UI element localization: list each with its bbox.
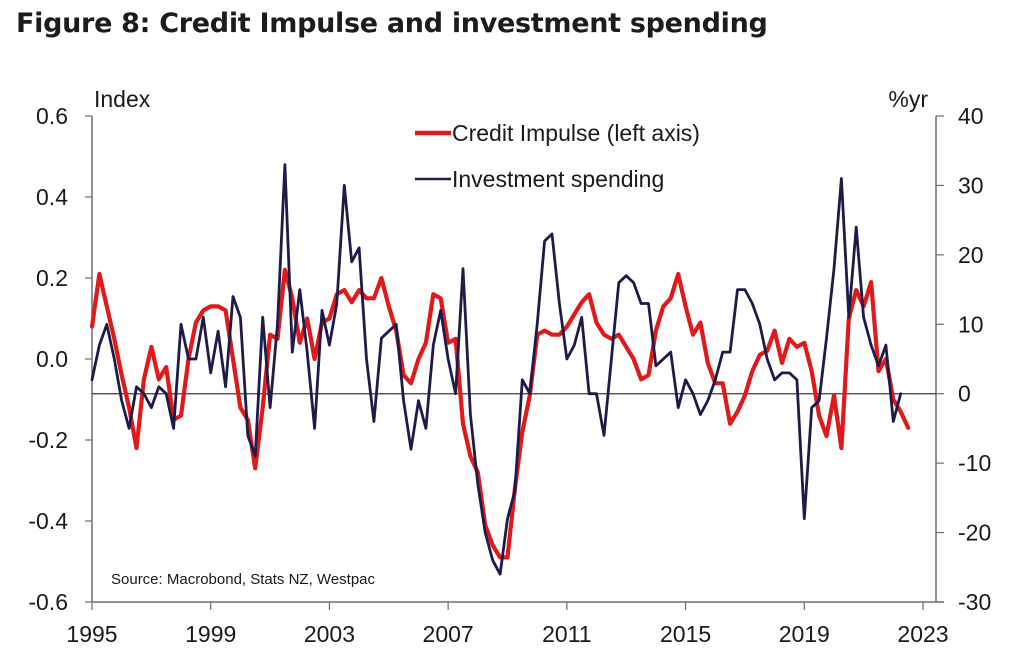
x-tick-label: 2019 <box>779 621 830 647</box>
left-tick-label: 0.4 <box>36 184 68 210</box>
x-tick-label: 2011 <box>542 621 591 647</box>
left-tick-label: -0.6 <box>28 589 68 615</box>
x-tick-label: 2007 <box>423 621 474 647</box>
legend: Credit Impulse (left axis) Investment spe… <box>415 120 700 192</box>
x-tick-label: 1995 <box>66 621 117 647</box>
right-tick-label: 10 <box>958 311 984 337</box>
chart-title: Figure 8: Credit Impulse and investment … <box>16 8 768 39</box>
plot-area <box>89 163 936 576</box>
left-tick-label: 0.0 <box>36 346 68 372</box>
right-tick-label: 20 <box>958 242 984 268</box>
right-tick-label: 30 <box>958 172 984 198</box>
right-tick-label: 40 <box>958 103 984 129</box>
axes <box>85 115 944 610</box>
source-note: Source: Macrobond, Stats NZ, Westpac <box>111 571 376 588</box>
left-tick-label: 0.2 <box>36 265 68 291</box>
x-tick-label: 1999 <box>185 621 236 647</box>
investment-spending-line <box>90 163 903 576</box>
right-tick-label: -10 <box>958 450 991 476</box>
right-tick-label: -20 <box>958 520 991 546</box>
labels: 0.6 0.4 0.2 0.0 -0.2 -0.4 -0.6 40 30 20 10 0 -10 -20 -… <box>28 86 991 647</box>
left-tick-label: 0.6 <box>36 103 68 129</box>
right-tick-label: 0 <box>958 381 971 407</box>
left-tick-label: -0.4 <box>28 508 68 534</box>
right-axis-unit: %yr <box>888 86 928 112</box>
legend-label-credit-impulse: Credit Impulse (left axis) <box>452 120 700 146</box>
x-tick-label: 2015 <box>660 621 711 647</box>
left-axis-unit: Index <box>94 86 151 112</box>
credit-impulse-line <box>89 267 911 560</box>
right-tick-label: -30 <box>958 589 991 615</box>
x-tick-label: 2023 <box>897 621 948 647</box>
legend-label-investment-spending: Investment spending <box>452 166 664 192</box>
left-tick-label: -0.2 <box>28 427 68 453</box>
x-tick-label: 2003 <box>304 621 355 647</box>
